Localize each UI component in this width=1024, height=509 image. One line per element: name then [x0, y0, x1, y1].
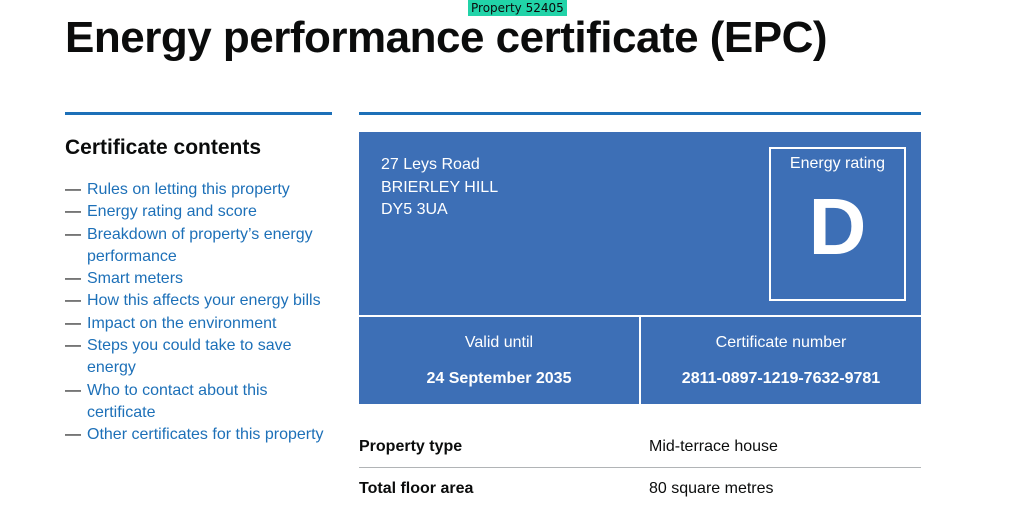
contents-list: — Rules on letting this property — Energ… — [65, 179, 332, 447]
dash-marker: — — [65, 314, 81, 332]
contents-item-smart-meters: — Smart meters — [65, 268, 332, 290]
summary-key: Property type — [359, 438, 463, 455]
property-address: 27 Leys Road BRIERLEY HILL DY5 3UA — [381, 154, 498, 222]
epc-summary-box: 27 Leys Road BRIERLEY HILL DY5 3UA Energ… — [359, 132, 921, 406]
dash-marker: — — [65, 225, 81, 243]
dash-marker: — — [65, 181, 81, 198]
summary-key: Total floor area — [359, 480, 474, 497]
address-postcode: DY5 3UA — [381, 201, 448, 218]
address-line-1: 27 Leys Road — [381, 156, 480, 173]
energy-rating-letter: D — [808, 182, 867, 271]
certificate-number-cell: Certificate number 2811-0897-1219-7632-9… — [639, 317, 921, 406]
certificate-number-label: Certificate number — [715, 334, 847, 351]
summary-value: 80 square metres — [649, 480, 774, 497]
certificate-contents-nav: Certificate contents — Rules on letting … — [65, 112, 332, 447]
summary-row-property-type: Property type Mid-terrace house — [359, 426, 921, 468]
epc-details-row: Valid until 24 September 2035 Certificat… — [359, 315, 921, 406]
contents-link-save-energy[interactable]: Steps you could take to save energy — [87, 337, 292, 377]
contents-item-energy-bills: — How this affects your energy bills — [65, 290, 332, 312]
certificate-number-value: 2811-0897-1219-7632-9781 — [681, 370, 881, 387]
contents-link-other-certificates[interactable]: Other certificates for this property — [87, 426, 324, 444]
contents-item-other-certificates: — Other certificates for this property — [65, 424, 332, 446]
contents-item-rules-on-letting: — Rules on letting this property — [65, 179, 332, 201]
valid-until-value: 24 September 2035 — [426, 370, 572, 387]
summary-row-floor-area: Total floor area 80 square metres — [359, 468, 921, 509]
contents-link-energy-rating[interactable]: Energy rating and score — [87, 203, 257, 221]
contents-link-breakdown[interactable]: Breakdown of property’s energy performan… — [87, 225, 313, 265]
contents-item-environment: — Impact on the environment — [65, 313, 332, 335]
contents-heading: Certificate contents — [65, 136, 262, 159]
energy-rating-box: Energy rating D — [769, 147, 906, 301]
dash-marker: — — [65, 203, 81, 221]
dash-marker: — — [65, 292, 81, 310]
contents-link-environment[interactable]: Impact on the environment — [87, 314, 277, 332]
contents-link-energy-bills[interactable]: How this affects your energy bills — [87, 292, 321, 310]
property-tag: Property 52405 — [468, 0, 567, 16]
contents-link-rules-on-letting[interactable]: Rules on letting this property — [87, 181, 290, 198]
valid-until-label: Valid until — [464, 334, 534, 351]
contents-item-save-energy: — Steps you could take to save energy — [65, 335, 332, 380]
page-title: Energy performance certificate (EPC) — [65, 13, 828, 62]
contents-item-energy-rating: — Energy rating and score — [65, 201, 332, 223]
contents-item-contact: — Who to contact about this certificate — [65, 380, 332, 425]
dash-marker: — — [65, 270, 81, 288]
energy-rating-label: Energy rating — [789, 155, 886, 172]
epc-panel: 27 Leys Road BRIERLEY HILL DY5 3UA Energ… — [359, 112, 921, 406]
dash-marker: — — [65, 337, 81, 355]
contents-item-breakdown: — Breakdown of property’s energy perform… — [65, 224, 332, 269]
contents-link-smart-meters[interactable]: Smart meters — [87, 270, 184, 288]
address-line-2: BRIERLEY HILL — [381, 178, 499, 196]
dash-marker: — — [65, 426, 81, 444]
valid-until-cell: Valid until 24 September 2035 — [359, 317, 639, 406]
summary-value: Mid-terrace house — [649, 438, 778, 455]
property-summary-list: Property type Mid-terrace house Total fl… — [359, 426, 921, 509]
contents-link-contact[interactable]: Who to contact about this certificate — [87, 381, 268, 421]
dash-marker: — — [65, 381, 81, 399]
